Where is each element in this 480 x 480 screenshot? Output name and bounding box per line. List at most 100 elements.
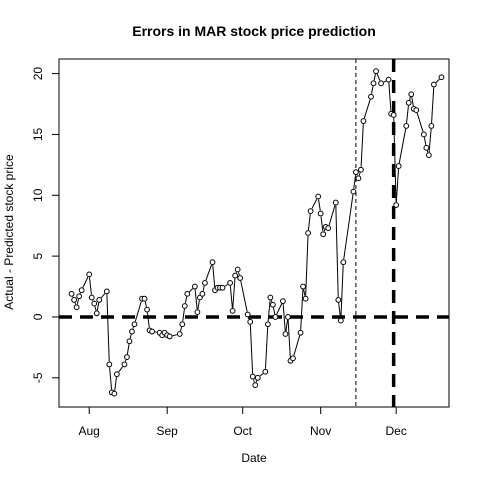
series-segment [134,301,142,322]
series-segment [411,97,414,107]
data-point [247,318,254,325]
data-point [91,300,98,307]
series-segment [94,306,97,311]
series-segment [249,324,254,374]
y-axis: -5 0 5 10 15 20 [31,67,59,383]
series-segment [426,150,429,153]
y-tick-label: -5 [31,372,45,383]
y-tick-label: 15 [31,127,45,141]
data-point [103,288,110,295]
data-point [78,287,85,294]
data-point [202,279,208,286]
series-segment [343,194,354,260]
series-segment [282,304,286,332]
data-point [360,118,367,124]
series-segment [129,334,132,339]
data-point [350,188,357,195]
series-segment [232,278,236,308]
series-segment [428,128,432,153]
series-segment [409,97,411,101]
series-segment [224,284,228,287]
series-segment [305,235,309,296]
data-point [282,331,289,337]
data-point [93,310,100,317]
data-point [425,152,432,159]
series-segment [383,80,387,83]
series-segment [126,344,130,355]
series-segment [398,128,407,164]
series-segment [82,276,89,288]
data-point [405,99,412,106]
series-segment [416,112,424,132]
series-segment [406,105,409,123]
series-segment [197,300,200,310]
data-point [315,193,322,200]
y-axis-label: Actual - Predicted stock price [2,154,16,310]
data-point [232,272,239,279]
data-point [73,304,80,311]
series-segment [358,172,361,176]
data-point [144,306,150,313]
series-segment [338,302,341,318]
series-segment [323,229,326,232]
series-segment [267,300,271,322]
data-point [76,293,83,300]
x-axis: Aug Sep Oct Nov Dec [79,407,407,438]
series-segment [353,175,357,189]
data-point [121,361,128,368]
data-point [340,259,347,266]
data-point [385,76,392,83]
data-point [88,294,95,301]
series-segment [144,301,147,307]
series-segment [423,137,427,145]
data-point [124,354,130,361]
data-point [280,298,286,305]
series-segment [285,319,289,332]
x-tick-label: Aug [79,424,100,438]
series-segment [172,334,177,337]
x-axis-label: Date [241,451,267,465]
data-point [179,321,186,328]
series-segment [393,117,397,203]
series-segment [118,366,123,373]
series-segment [96,302,100,311]
series-segment [100,293,106,299]
data-point [184,290,191,297]
data-point [166,333,173,340]
data-point [129,328,135,335]
data-point [227,279,233,286]
data-point [358,166,364,173]
series-segment [109,367,113,390]
series-segment [311,198,318,209]
data-point [337,317,344,324]
series-segment [255,380,258,383]
series-segment [76,299,79,305]
series-segment [363,99,371,119]
series-segment [114,377,117,391]
series-segment [287,319,291,358]
data-point [131,321,138,328]
data-point [408,91,415,98]
data-point [229,307,236,314]
series-segment [146,312,150,328]
data-point [285,314,291,320]
data-point [71,297,77,303]
series-segment [253,379,255,383]
data-point [390,112,397,118]
x-tick-label: Oct [233,424,252,438]
data-point [423,144,430,151]
data-point [176,331,183,337]
data-point [297,329,304,336]
series-segment [303,289,306,296]
series-segment [189,288,194,293]
data-point [252,382,259,388]
series-segment [194,289,198,310]
data-point [413,107,420,114]
data-point [272,314,279,320]
data-point [393,202,400,208]
data-point [320,231,327,238]
data-point [420,131,427,138]
series-segment [240,280,248,312]
data-point [368,93,374,100]
series-segment [395,169,399,203]
